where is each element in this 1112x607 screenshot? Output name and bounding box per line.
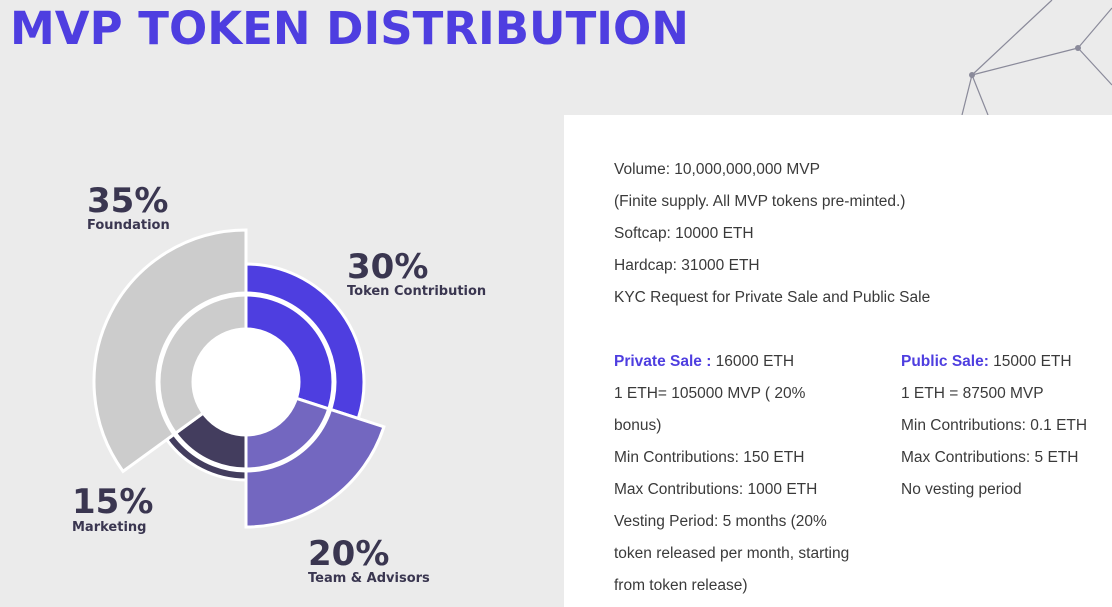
supply-note: (Finite supply. All MVP tokens pre-minte… bbox=[614, 193, 906, 210]
private-sale-line: bonus) bbox=[614, 417, 662, 434]
slice-category-label: Marketing bbox=[72, 520, 146, 535]
center-ring bbox=[191, 327, 301, 437]
public-sale-line: 1 ETH = 87500 MVP bbox=[901, 385, 1044, 402]
info-card: Volume: 10,000,000,000 MVP (Finite suppl… bbox=[564, 115, 1112, 607]
page-title: MVP TOKEN DISTRIBUTION bbox=[10, 2, 689, 55]
public-sale-line: No vesting period bbox=[901, 481, 1022, 498]
private-sale-value: 16000 ETH bbox=[711, 353, 795, 370]
private-sale-heading: Private Sale : 16000 ETH bbox=[614, 353, 794, 371]
slice-category-label: Foundation bbox=[87, 218, 170, 233]
hardcap-text: Hardcap: 31000 ETH bbox=[614, 257, 760, 274]
public-sale-label: Public Sale: bbox=[901, 353, 989, 370]
kyc-text: KYC Request for Private Sale and Public … bbox=[614, 289, 931, 306]
inner-divider-ring bbox=[155, 291, 337, 473]
slice-percent-label: 20% bbox=[308, 534, 389, 574]
private-sale-line: Vesting Period: 5 months (20% bbox=[614, 513, 827, 530]
public-sale-line: Max Contributions: 5 ETH bbox=[901, 449, 1079, 466]
public-sale-line: Min Contributions: 0.1 ETH bbox=[901, 417, 1088, 434]
private-sale-line: from token release) bbox=[614, 577, 748, 594]
slice-percent-label: 15% bbox=[72, 482, 153, 522]
private-sale-line: token released per month, starting bbox=[614, 545, 850, 562]
distribution-chart: 30%Token Contribution 20%Team & Advisors 1… bbox=[72, 181, 486, 586]
private-sale-line: 1 ETH= 105000 MVP ( 20% bbox=[614, 385, 806, 402]
private-sale-line: Max Contributions: 1000 ETH bbox=[614, 481, 818, 498]
slice-category-label: Token Contribution bbox=[347, 284, 486, 299]
donut-hole bbox=[196, 332, 296, 432]
public-sale-value: 15000 ETH bbox=[988, 353, 1072, 370]
slice-percent-label: 35% bbox=[87, 181, 168, 221]
private-sale-label: Private Sale : bbox=[614, 353, 712, 370]
softcap-text: Softcap: 10000 ETH bbox=[614, 225, 754, 242]
slice-category-label: Team & Advisors bbox=[308, 571, 430, 586]
slice-percent-label: 30% bbox=[347, 247, 428, 287]
private-sale-line: Min Contributions: 150 ETH bbox=[614, 449, 805, 466]
volume-text: Volume: 10,000,000,000 MVP bbox=[614, 161, 820, 178]
public-sale-heading: Public Sale: 15000 ETH bbox=[901, 353, 1072, 371]
decorative-network-lines bbox=[961, 0, 1112, 115]
